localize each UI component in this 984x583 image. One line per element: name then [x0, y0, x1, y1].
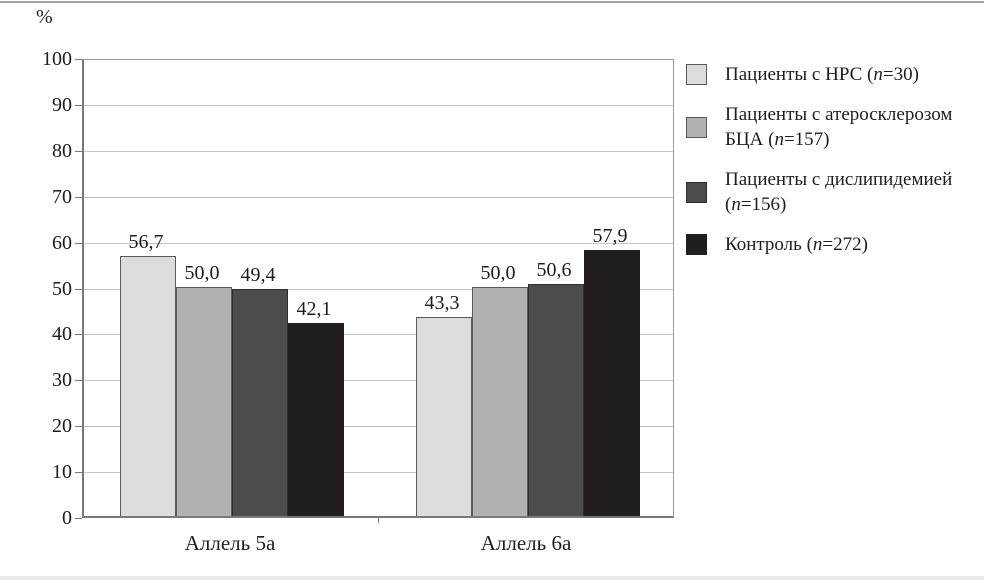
gridline-30 [84, 380, 673, 382]
x-axis-center-tick [378, 518, 379, 523]
bar-value-label: 56,7 [128, 230, 164, 253]
plot-area [82, 59, 674, 518]
bar-value-label: 43,3 [424, 292, 460, 315]
y-tick-label-60: 60 [52, 231, 72, 254]
legend-swatch-icon [686, 181, 707, 203]
y-tick-label-0: 0 [62, 507, 72, 529]
legend-swatch-icon [686, 234, 707, 255]
bar-category2-series4 [584, 250, 640, 516]
y-tick-label-10: 10 [52, 461, 72, 484]
y-tick-mark-100 [75, 59, 82, 60]
legend-label: Пациенты с дислипидемией (n=156) [725, 169, 953, 215]
y-tick-mark-0 [75, 518, 82, 519]
y-tick-label-20: 20 [52, 415, 72, 438]
y-tick-mark-90 [75, 104, 82, 106]
bar-category2-series1 [416, 317, 472, 516]
legend-label: Контроль (n=272) [725, 234, 868, 255]
legend-item-3: Пациенты с дислипидемией (n=156) [686, 167, 962, 217]
bar-category2-series3 [528, 283, 584, 516]
bar-category2-series2 [472, 286, 528, 516]
bar-value-label: 50,0 [184, 261, 220, 284]
y-tick-mark-30 [75, 380, 82, 382]
top-rule [0, 1, 984, 3]
gridline-50 [84, 288, 673, 290]
legend-label: Пациенты с атеросклерозом БЦА (n=157) [725, 104, 953, 150]
y-axis-unit-label: % [36, 6, 53, 28]
y-tick-mark-10 [75, 472, 82, 474]
y-tick-mark-20 [75, 426, 82, 428]
bar-value-label: 50,6 [536, 258, 572, 281]
y-tick-label-50: 50 [52, 277, 72, 300]
y-tick-label-90: 90 [52, 93, 72, 116]
y-tick-mark-40 [75, 334, 82, 336]
y-tick-label-70: 70 [52, 185, 72, 208]
category-label-allele-5a: Аллель 5а [184, 531, 276, 555]
legend-item-4: Контроль (n=272) [686, 232, 962, 257]
y-tick-label-30: 30 [52, 369, 72, 392]
bar-value-label: 42,1 [296, 297, 332, 320]
legend-label: Пациенты с НРС (n=30) [725, 64, 919, 85]
bottom-rule [0, 576, 984, 580]
chart-legend: Пациенты с НРС (n=30) Пациенты с атероскл… [686, 62, 962, 272]
legend-item-2: Пациенты с атеросклерозом БЦА (n=157) [686, 102, 962, 152]
gridline-60 [84, 242, 673, 244]
category-label-allele-6a: Аллель 6а [480, 531, 572, 555]
y-tick-mark-70 [75, 196, 82, 198]
bar-value-label: 49,4 [240, 264, 276, 287]
bar-value-label: 50,0 [480, 261, 516, 284]
y-tick-mark-80 [75, 150, 82, 152]
bar-category1-series3 [232, 289, 288, 516]
legend-item-1: Пациенты с НРС (n=30) [686, 62, 962, 87]
y-tick-label-100: 100 [42, 48, 72, 70]
y-tick-label-80: 80 [52, 139, 72, 162]
legend-swatch-icon [686, 116, 707, 138]
y-tick-mark-60 [75, 242, 82, 244]
bar-category1-series1 [120, 255, 176, 516]
y-tick-mark-50 [75, 288, 82, 290]
gridline-90 [84, 104, 673, 106]
gridline-70 [84, 196, 673, 198]
gridline-10 [84, 472, 673, 474]
bar-category1-series2 [176, 286, 232, 516]
bar-value-label: 57,9 [592, 225, 628, 248]
legend-swatch-icon [686, 64, 707, 85]
bar-category1-series4 [288, 322, 344, 516]
y-tick-label-40: 40 [52, 323, 72, 346]
gridline-80 [84, 150, 673, 152]
gridline-40 [84, 334, 673, 336]
gridline-20 [84, 426, 673, 428]
